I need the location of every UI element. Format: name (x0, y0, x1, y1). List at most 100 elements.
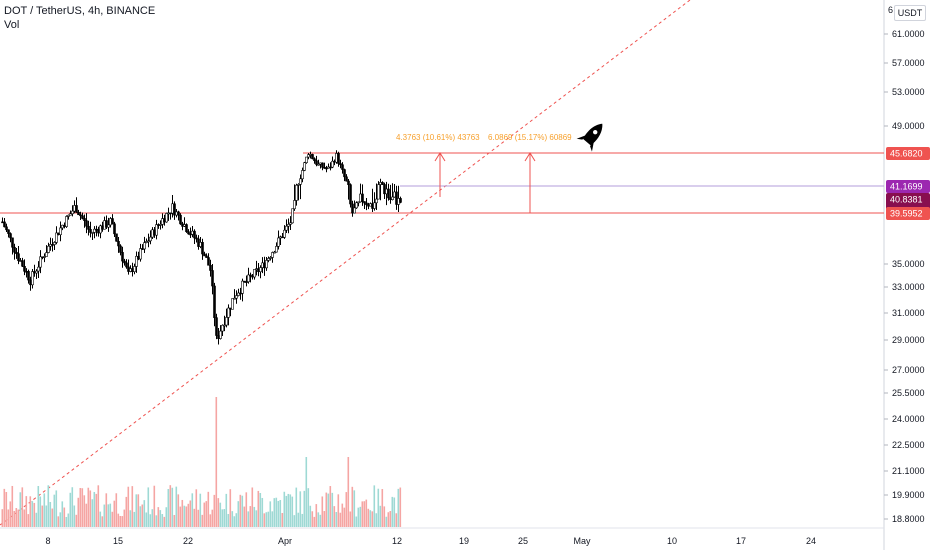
volume-bar (55, 490, 58, 527)
volume-bar (265, 512, 268, 527)
volume-bar (211, 509, 214, 527)
volume-bar (199, 493, 202, 527)
price-tick-label: 53.0000 (892, 87, 925, 97)
candle-body (231, 298, 234, 310)
volume-bar (291, 496, 294, 527)
volume-bar (365, 499, 368, 527)
volume-bar (45, 505, 48, 527)
volume-bar (375, 513, 378, 527)
volume-bar (149, 514, 152, 527)
price-axis (884, 0, 932, 550)
volume-bar (129, 510, 132, 527)
candle-body (91, 232, 94, 234)
candle-body (127, 266, 130, 272)
candle-body (17, 253, 20, 261)
volume-bar (355, 516, 358, 527)
time-tick-label: 17 (736, 536, 746, 546)
volume-bar (113, 500, 116, 527)
candle-body (311, 154, 314, 160)
volume-bar (127, 486, 130, 527)
volume-bar (221, 509, 224, 527)
volume-bar (171, 487, 174, 527)
price-tick-label: 57.0000 (892, 58, 925, 68)
volume-bar (323, 511, 326, 527)
trend-line (0, 0, 691, 526)
volume-bar (331, 492, 334, 527)
candle-body (341, 164, 344, 170)
volume-bar (21, 487, 24, 527)
volume-bar (293, 515, 296, 527)
candle-body (241, 280, 244, 294)
candle-body (299, 178, 302, 185)
volume-bar (3, 488, 6, 527)
candle-body (215, 317, 218, 336)
candle-body (177, 211, 180, 216)
volume-bar (109, 503, 112, 527)
volume-bar (257, 490, 260, 527)
candle-body (59, 227, 62, 236)
volume-bar (397, 488, 400, 527)
volume-bar (147, 487, 150, 527)
candle-body (265, 260, 268, 269)
volume-bar (31, 501, 34, 527)
volume-bar (89, 490, 92, 527)
candle-body (187, 231, 190, 235)
candle-body (345, 176, 348, 182)
volume-bar (79, 488, 82, 527)
candle-body (95, 228, 98, 231)
candle-body (69, 213, 72, 216)
candle-body (55, 232, 58, 243)
currency-button[interactable]: USDT (894, 5, 926, 21)
candle-body (111, 218, 114, 225)
candle-body (163, 218, 166, 223)
time-tick-label: 8 (45, 536, 50, 546)
candle-body (135, 255, 138, 267)
candle-body (287, 224, 290, 227)
symbol-title: DOT / TetherUS, 4h, BINANCE (4, 5, 156, 17)
candle-body (185, 224, 188, 233)
volume-bar (301, 513, 304, 527)
volume-bar (317, 512, 320, 527)
volume-bar (313, 516, 316, 527)
candle-body (245, 281, 248, 283)
volume-bar (243, 506, 246, 527)
volume-bar (139, 506, 142, 527)
volume-bar (105, 493, 108, 527)
candle-body (339, 163, 342, 166)
volume-bar (27, 514, 30, 527)
volume-bar (387, 512, 390, 527)
candle-body (205, 255, 208, 258)
volume-bar (81, 488, 84, 527)
candle-body (321, 162, 324, 168)
volume-bar (13, 510, 16, 527)
candle-body (273, 251, 276, 254)
candle-body (349, 184, 352, 205)
candle-body (195, 237, 198, 240)
volume-bar (325, 492, 328, 527)
volume-bar (349, 511, 352, 527)
candle-body (305, 156, 308, 163)
volume-bar (215, 397, 218, 527)
volume-bar (185, 506, 188, 527)
candle-body (183, 224, 186, 227)
candle-body (171, 203, 174, 214)
volume-bar (343, 507, 346, 527)
volume-bar (29, 496, 32, 527)
volume-bar (183, 505, 186, 527)
candle-body (301, 170, 304, 180)
volume-bar (75, 514, 78, 527)
candle-body (203, 253, 206, 257)
candle-body (161, 218, 164, 225)
candle-body (249, 274, 252, 277)
volume-bar (339, 512, 342, 527)
candle-body (7, 229, 10, 234)
candle-body (259, 267, 262, 273)
volume-bar (271, 511, 274, 527)
candle-body (381, 182, 384, 185)
volume-bar (11, 485, 14, 527)
volume-bar (135, 494, 138, 527)
candle-body (189, 233, 192, 236)
candle-body (155, 224, 158, 236)
